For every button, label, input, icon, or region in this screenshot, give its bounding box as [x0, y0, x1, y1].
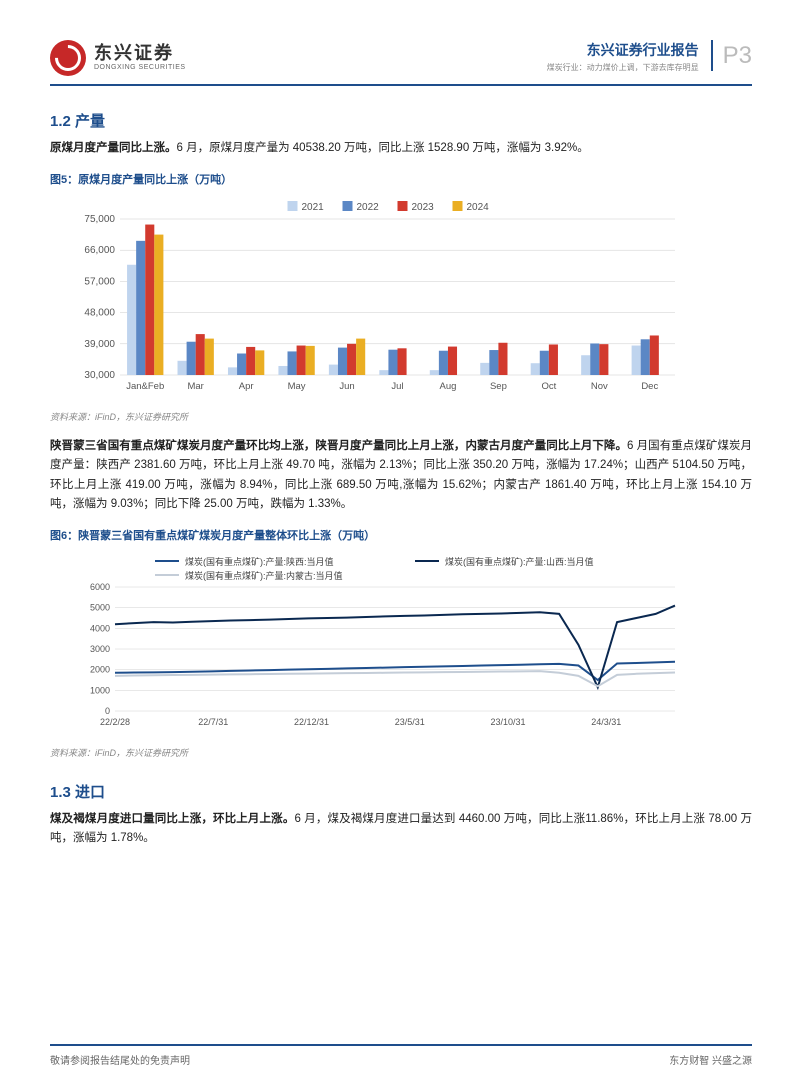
figure6-chart: 0 1000 2000 3000 4000 5000 6000 22/2/28 22/7/31 2… — [75, 553, 752, 738]
paragraph-2: 陕晋蒙三省国有重点煤矿煤炭月度产量环比均上涨，陕晋月度产量同比上月上涨，内蒙古月… — [50, 437, 752, 515]
svg-text:Mar: Mar — [187, 381, 203, 392]
svg-text:Jul: Jul — [391, 381, 403, 392]
svg-text:Apr: Apr — [239, 381, 254, 392]
svg-text:5000: 5000 — [90, 602, 110, 612]
figure6-source: 资料来源：iFinD，东兴证券研究所 — [50, 746, 752, 759]
svg-text:57,000: 57,000 — [84, 276, 115, 287]
svg-text:Aug: Aug — [440, 381, 457, 392]
svg-text:66,000: 66,000 — [84, 245, 115, 256]
figure6-caption: 图6：陕晋蒙三省国有重点煤矿煤炭月度产量整体环比上涨（万吨） — [50, 527, 752, 543]
svg-text:Nov: Nov — [591, 381, 608, 392]
svg-text:22/7/31: 22/7/31 — [198, 717, 228, 727]
figure5-chart: 30,000 39,000 48,000 57,000 66,000 75,000 2021… — [75, 197, 752, 402]
svg-text:6000: 6000 — [90, 582, 110, 592]
svg-text:2000: 2000 — [90, 664, 110, 674]
figure5-caption: 图5：原煤月度产量同比上涨（万吨） — [50, 171, 752, 187]
section12-paragraph: 原煤月度产量同比上涨。6 月，原煤月度产量为 40538.20 万吨，同比上涨 … — [50, 139, 752, 159]
company-logo: 东兴证券 DONGXING SECURITIES — [50, 40, 186, 76]
page-number: P3 — [711, 40, 752, 71]
figure5-source: 资料来源：iFinD，东兴证券研究所 — [50, 410, 752, 423]
svg-text:2021: 2021 — [302, 202, 325, 213]
svg-text:煤炭(国有重点煤矿):产量:内蒙古:当月值: 煤炭(国有重点煤矿):产量:内蒙古:当月值 — [185, 570, 343, 581]
svg-text:2022: 2022 — [357, 202, 380, 213]
svg-text:Jan&Feb: Jan&Feb — [126, 381, 164, 392]
svg-text:24/3/31: 24/3/31 — [591, 717, 621, 727]
section-title-1-2: 1.2 产量 — [50, 110, 752, 131]
svg-text:48,000: 48,000 — [84, 307, 115, 318]
svg-text:1000: 1000 — [90, 685, 110, 695]
svg-text:Dec: Dec — [641, 381, 658, 392]
svg-text:23/5/31: 23/5/31 — [395, 717, 425, 727]
svg-text:May: May — [288, 381, 306, 392]
svg-text:22/12/31: 22/12/31 — [294, 717, 329, 727]
logo-icon — [50, 40, 86, 76]
page-header: 东兴证券 DONGXING SECURITIES 东兴证券行业报告 煤炭行业：动… — [50, 40, 752, 86]
svg-text:2024: 2024 — [467, 202, 490, 213]
svg-text:煤炭(国有重点煤矿):产量:陕西:当月值: 煤炭(国有重点煤矿):产量:陕西:当月值 — [185, 556, 334, 567]
footer-disclaimer: 敬请参阅报告结尾处的免责声明 — [50, 1052, 190, 1067]
section-title-1-3: 1.3 进口 — [50, 781, 752, 802]
report-subtitle: 煤炭行业：动力煤价上调，下游去库存明显 — [547, 62, 699, 73]
svg-text:Jun: Jun — [339, 381, 354, 392]
svg-text:0: 0 — [105, 706, 110, 716]
svg-text:Sep: Sep — [490, 381, 507, 392]
svg-text:39,000: 39,000 — [84, 338, 115, 349]
svg-text:3000: 3000 — [90, 644, 110, 654]
section13-paragraph: 煤及褐煤月度进口量同比上涨，环比上月上涨。6 月，煤及褐煤月度进口量达到 446… — [50, 810, 752, 849]
svg-text:75,000: 75,000 — [84, 214, 115, 225]
svg-text:22/2/28: 22/2/28 — [100, 717, 130, 727]
svg-text:煤炭(国有重点煤矿):产量:山西:当月值: 煤炭(国有重点煤矿):产量:山西:当月值 — [445, 556, 594, 567]
svg-text:4000: 4000 — [90, 623, 110, 633]
logo-name-en: DONGXING SECURITIES — [94, 64, 186, 72]
report-title: 东兴证券行业报告 — [547, 40, 699, 60]
page-footer: 敬请参阅报告结尾处的免责声明 东方财智 兴盛之源 — [50, 1044, 752, 1067]
svg-text:23/10/31: 23/10/31 — [490, 717, 525, 727]
logo-name-cn: 东兴证券 — [94, 44, 186, 64]
footer-slogan: 东方财智 兴盛之源 — [669, 1052, 752, 1067]
svg-text:30,000: 30,000 — [84, 370, 115, 381]
svg-text:2023: 2023 — [412, 202, 435, 213]
svg-text:Oct: Oct — [541, 381, 556, 392]
